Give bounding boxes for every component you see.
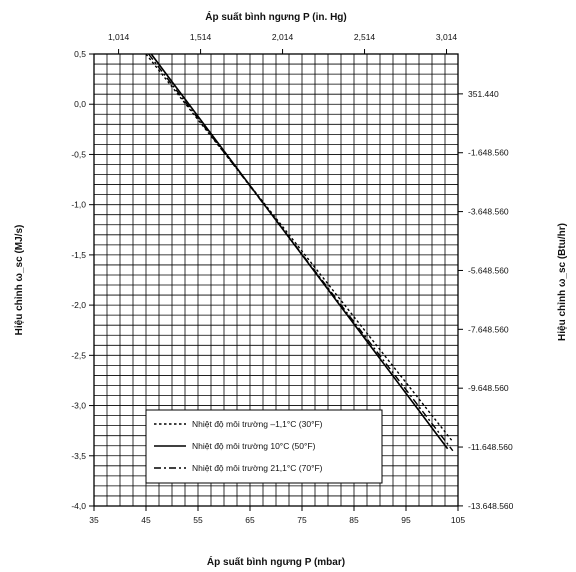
y-tick-label: -3,0 — [71, 401, 86, 411]
x2-axis-title: Áp suất bình ngưng P (in. Hg) — [205, 10, 346, 23]
y2-tick-label: -9.648.560 — [468, 383, 509, 393]
x-tick-label: 75 — [297, 515, 307, 525]
x-tick-label: 55 — [193, 515, 203, 525]
x-tick-label: 105 — [451, 515, 465, 525]
x2-tick-label: 2,514 — [354, 32, 376, 42]
x-axis-title: Áp suất bình ngưng P (mbar) — [207, 555, 345, 568]
x2-tick-label: 1,514 — [190, 32, 212, 42]
x-tick-label: 85 — [349, 515, 359, 525]
y2-tick-label: -13.648.560 — [468, 501, 514, 511]
y-tick-label: -2,0 — [71, 300, 86, 310]
legend: Nhiệt độ môi trường –1,1°C (30°F) Nhiệt đ… — [145, 409, 383, 484]
x-tick-label: 65 — [245, 515, 255, 525]
y-axis-title: Hiệu chỉnh ω_sc (MJ/s) — [14, 225, 25, 336]
series-lines — [145, 53, 454, 452]
y-tick-label: -3,5 — [71, 451, 86, 461]
y-tick-label: -2,5 — [71, 350, 86, 360]
x2-tick-label: 1,014 — [108, 32, 130, 42]
x2-tick-label: 3,014 — [436, 32, 458, 42]
legend-label: Nhiệt độ môi trường 21,1°C (70°F) — [192, 463, 323, 473]
y-tick-label: -0,5 — [71, 149, 86, 159]
y-tick-label: -1,0 — [71, 200, 86, 210]
y-tick-label: -4,0 — [71, 501, 86, 511]
legend-label: Nhiệt độ môi trường 10°C (50°F) — [192, 441, 316, 451]
plot-frame — [93, 53, 459, 507]
series-line — [145, 53, 454, 443]
axis-ticks — [89, 49, 463, 511]
y2-tick-label: -3.648.560 — [468, 207, 509, 217]
legend-label: Nhiệt độ môi trường –1,1°C (30°F) — [192, 419, 323, 429]
x-tick-label: 35 — [89, 515, 99, 525]
y2-tick-label: 351.440 — [468, 89, 499, 99]
series-line — [150, 53, 449, 450]
x-tick-label: 95 — [401, 515, 411, 525]
y-tick-label: -1,5 — [71, 250, 86, 260]
x2-tick-label: 2,014 — [272, 32, 294, 42]
y2-tick-label: -1.648.560 — [468, 148, 509, 158]
series-line — [148, 53, 454, 452]
y2-tick-label: -11.648.560 — [468, 442, 513, 452]
y-tick-label: 0,0 — [74, 99, 86, 109]
tick-labels: 35 45 55 65 75 85 95 105 0,5 0,0 -0,5 -1,0 -1,5 -2,0 -… — [71, 32, 513, 525]
y2-tick-label: -5.648.560 — [468, 265, 509, 275]
y-tick-label: 0,5 — [74, 49, 86, 59]
y2-axis-title: Hiệu chỉnh ω_sc (Btu/hr) — [557, 223, 568, 341]
y2-tick-label: -7.648.560 — [468, 324, 509, 334]
x-tick-label: 45 — [141, 515, 151, 525]
